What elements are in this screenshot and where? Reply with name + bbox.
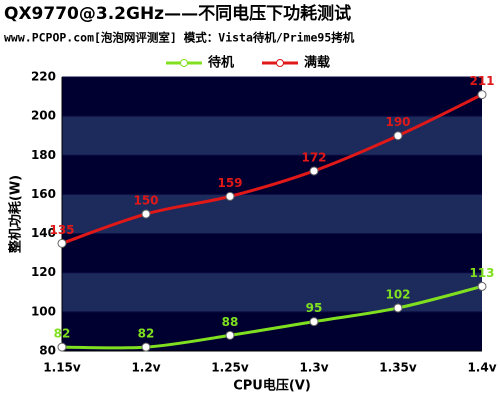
data-label: 172: [301, 150, 326, 164]
x-tick-label: 1.35v: [379, 361, 417, 375]
x-tick-label: 1.15v: [43, 361, 81, 375]
legend-marker: [180, 59, 188, 67]
data-point: [477, 281, 487, 291]
data-point: [309, 317, 319, 327]
y-axis-label: 整机功耗(W): [8, 175, 24, 254]
y-tick-label: 80: [39, 344, 56, 358]
data-label: 211: [469, 74, 494, 88]
legend-label: 待机: [207, 55, 234, 71]
y-tick-label: 120: [31, 265, 56, 279]
data-label: 82: [138, 327, 155, 341]
data-point: [57, 238, 67, 248]
data-label: 190: [385, 115, 410, 129]
data-label: 82: [54, 327, 71, 341]
series-line: [61, 93, 483, 245]
data-point: [141, 209, 151, 219]
plot-band: [62, 194, 482, 234]
legend-marker: [276, 59, 284, 67]
y-tick-label: 180: [31, 148, 56, 162]
data-point: [477, 90, 487, 100]
plot-band: [62, 272, 482, 312]
x-tick-label: 1.2v: [131, 361, 160, 375]
x-axis-label: CPU电压(V): [233, 378, 311, 394]
data-label: 135: [49, 223, 74, 237]
y-tick-label: 220: [31, 70, 56, 84]
data-label: 88: [222, 315, 239, 329]
x-tick-label: 1.4v: [467, 361, 496, 375]
data-label: 95: [306, 301, 323, 315]
y-tick-label: 200: [31, 109, 56, 123]
data-point: [141, 342, 151, 352]
data-point: [309, 166, 319, 176]
y-tick-label: 160: [31, 187, 56, 201]
plot-band: [62, 116, 482, 156]
data-point: [225, 191, 235, 201]
data-point: [57, 342, 67, 352]
chart-title: QX9770@3.2GHz——不同电压下功耗测试: [4, 3, 351, 24]
x-tick-label: 1.25v: [211, 361, 249, 375]
x-tick-label: 1.3v: [299, 361, 328, 375]
chart-subtitle: www.PCPOP.com[泡泡网评测室] 模式：Vista待机/Prime95…: [4, 31, 355, 45]
data-label: 113: [469, 266, 494, 280]
data-point: [225, 330, 235, 340]
data-point: [393, 303, 403, 313]
data-label: 159: [217, 176, 242, 190]
series-line: [61, 284, 483, 350]
legend-label: 满载: [304, 55, 330, 71]
data-label: 150: [133, 194, 158, 208]
data-label: 102: [385, 287, 410, 301]
y-tick-label: 140: [31, 226, 56, 240]
y-tick-label: 100: [31, 304, 56, 318]
data-point: [393, 131, 403, 141]
